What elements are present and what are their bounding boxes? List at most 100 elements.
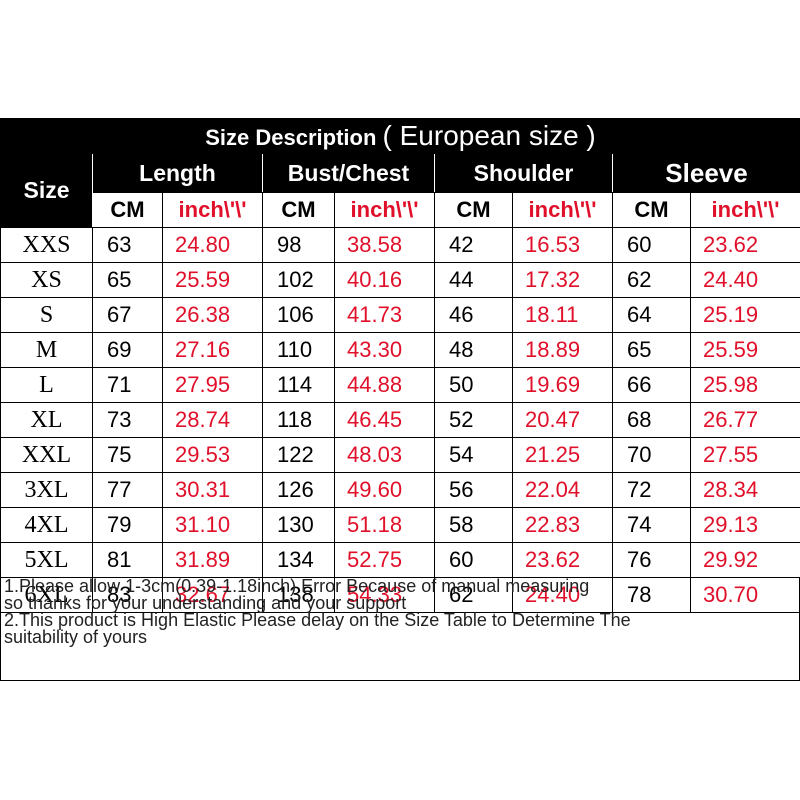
cell-sleeve-cm: 66 [612,367,691,403]
cell-length-in: 32.67 [162,577,263,613]
cell-sleeve-cm: 65 [612,332,691,368]
table-row: XXS 63 24.80 98 38.58 42 16.53 60 23.62 [0,227,800,263]
cell-bust-cm: 102 [262,262,335,298]
cell-shoulder-cm: 62 [434,577,513,613]
cell-size: S [0,297,93,333]
cell-length-in: 26.38 [162,297,263,333]
cell-size: XXS [0,227,93,263]
cell-bust-cm: 110 [262,332,335,368]
cell-length-in: 28.74 [162,402,263,438]
cell-length-cm: 73 [92,402,163,438]
cell-sleeve-in: 23.62 [690,227,800,263]
table-row: S 67 26.38 106 41.73 46 18.11 64 25.19 [0,297,800,333]
cell-sleeve-in: 29.13 [690,507,800,543]
cell-bust-in: 49.60 [334,472,435,508]
cell-shoulder-cm: 60 [434,542,513,578]
cell-bust-cm: 98 [262,227,335,263]
cell-shoulder-cm: 44 [434,262,513,298]
table-row: L 71 27.95 114 44.88 50 19.69 66 25.98 [0,367,800,403]
cell-shoulder-in: 22.83 [512,507,613,543]
table-row: 4XL 79 31.10 130 51.18 58 22.83 74 29.13 [0,507,800,543]
cell-shoulder-cm: 52 [434,402,513,438]
cell-sleeve-in: 27.55 [690,437,800,473]
cell-bust-in: 44.88 [334,367,435,403]
cell-sleeve-in: 28.34 [690,472,800,508]
cell-length-in: 29.53 [162,437,263,473]
cell-length-cm: 83 [92,577,163,613]
cell-bust-cm: 126 [262,472,335,508]
unit-cm: CM [612,192,691,228]
table-row: 6XL 83 32.67 138 54.33 62 24.40 78 30.70 [0,577,800,613]
size-chart: Size Description ( European size ) Size … [0,118,800,613]
cell-bust-cm: 118 [262,402,335,438]
cell-bust-in: 41.73 [334,297,435,333]
cell-shoulder-cm: 48 [434,332,513,368]
cell-sleeve-cm: 62 [612,262,691,298]
unit-inch: inch\'\' [690,192,800,228]
unit-row: CM inch\'\' CM inch\'\' CM inch\'\' CM i… [1,192,800,228]
table-row: XL 73 28.74 118 46.45 52 20.47 68 26.77 [0,402,800,438]
cell-bust-cm: 122 [262,437,335,473]
cell-shoulder-in: 16.53 [512,227,613,263]
cell-size: 3XL [0,472,93,508]
unit-inch: inch\'\' [334,192,435,228]
note-line: 1.Please allow 1-3cm(0.39-1.18inch) Erro… [4,576,590,596]
table-row: XS 65 25.59 102 40.16 44 17.32 62 24.40 [0,262,800,298]
cell-size: XXL [0,437,93,473]
cell-length-in: 27.95 [162,367,263,403]
cell-shoulder-cm: 56 [434,472,513,508]
table-row: M 69 27.16 110 43.30 48 18.89 65 25.59 [0,332,800,368]
cell-size: XL [0,402,93,438]
header-size: Size [0,153,93,228]
table-row: 5XL 81 31.89 134 52.75 60 23.62 76 29.92 [0,542,800,578]
cell-bust-in: 51.18 [334,507,435,543]
header-length: Length [92,153,263,193]
cell-size: 4XL [0,507,93,543]
cell-shoulder-cm: 42 [434,227,513,263]
cell-sleeve-cm: 74 [612,507,691,543]
unit-cm: CM [92,192,163,228]
cell-bust-in: 40.16 [334,262,435,298]
cell-length-cm: 65 [92,262,163,298]
table-title-row: Size Description ( European size ) [0,118,800,154]
cell-size: XS [0,262,93,298]
unit-inch: inch\'\' [512,192,613,228]
note-line: 2.This product is High Elastic Please de… [4,610,631,630]
cell-bust-cm: 130 [262,507,335,543]
cell-sleeve-in: 25.59 [690,332,800,368]
cell-shoulder-cm: 46 [434,297,513,333]
cell-bust-in: 46.45 [334,402,435,438]
cell-length-cm: 71 [92,367,163,403]
cell-size: 6XL [0,577,93,613]
cell-sleeve-cm: 78 [612,577,691,613]
unit-cm: CM [434,192,513,228]
cell-length-in: 31.89 [162,542,263,578]
cell-bust-cm: 134 [262,542,335,578]
cell-size: L [0,367,93,403]
note-line: so thanks for your understanding and you… [4,593,407,613]
table-row: XXL 75 29.53 122 48.03 54 21.25 70 27.55 [0,437,800,473]
cell-length-cm: 79 [92,507,163,543]
cell-sleeve-in: 26.77 [690,402,800,438]
size-rows: XXS 63 24.80 98 38.58 42 16.53 60 23.62 XS 65 25.59… [0,227,800,613]
cell-sleeve-cm: 70 [612,437,691,473]
cell-bust-cm: 114 [262,367,335,403]
cell-sleeve-cm: 72 [612,472,691,508]
header-sleeve: Sleeve [612,153,800,193]
header-bust: Bust/Chest [262,153,435,193]
notes-box: 1.Please allow 1-3cm(0.39-1.18inch) Erro… [0,576,800,681]
cell-shoulder-in: 21.25 [512,437,613,473]
cell-shoulder-cm: 54 [434,437,513,473]
cell-size: 5XL [0,542,93,578]
cell-length-in: 24.80 [162,227,263,263]
table-title-main: Size Description [205,125,377,150]
cell-length-in: 31.10 [162,507,263,543]
cell-shoulder-in: 24.40 [512,577,613,613]
cell-sleeve-in: 25.19 [690,297,800,333]
cell-sleeve-in: 25.98 [690,367,800,403]
table-row: 3XL 77 30.31 126 49.60 56 22.04 72 28.34 [0,472,800,508]
table-title: Size Description ( European size ) [0,118,800,154]
cell-length-cm: 63 [92,227,163,263]
cell-length-cm: 67 [92,297,163,333]
cell-length-cm: 75 [92,437,163,473]
